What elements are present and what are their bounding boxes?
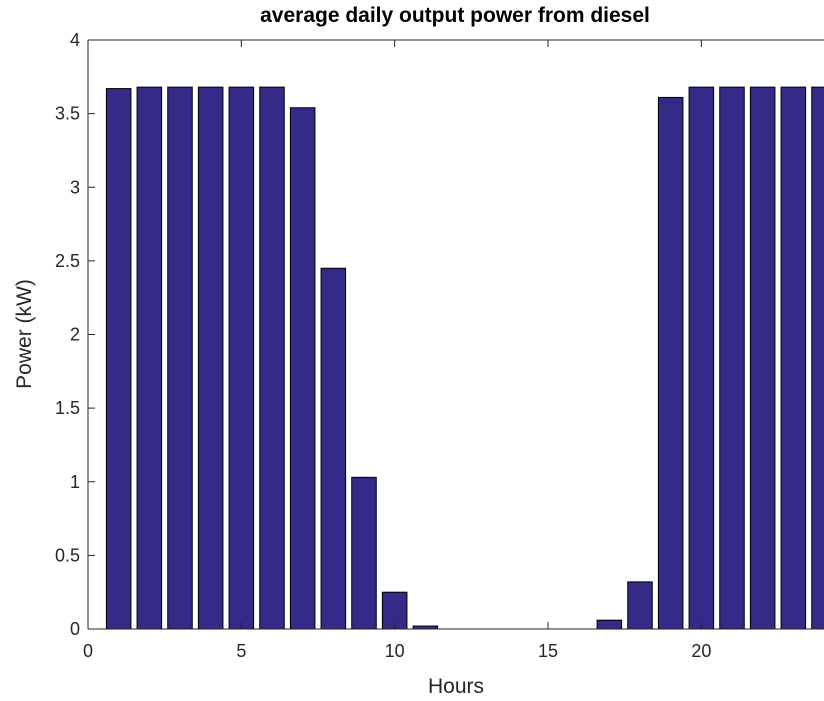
chart-title: average daily output power from diesel — [260, 4, 650, 27]
bar-hour-2 — [136, 86, 163, 630]
bar-hour-7 — [289, 107, 316, 630]
x-tick-label: 20 — [691, 641, 711, 661]
bar-hour-20 — [688, 86, 715, 630]
y-tick-label: 2.5 — [55, 251, 80, 271]
bar-hour-18 — [627, 581, 653, 630]
y-tick-label: 1 — [70, 472, 80, 492]
x-tick-label: 10 — [385, 641, 405, 661]
bar-hour-3 — [167, 86, 193, 630]
x-tick-label: 15 — [538, 641, 558, 661]
bars-group — [105, 86, 824, 630]
bar-hour-22 — [749, 86, 776, 630]
bar-hour-4 — [197, 86, 224, 630]
y-tick-label: 0.5 — [55, 545, 80, 565]
x-tick-label: 0 — [83, 641, 93, 661]
x-ticks-group: 0 5 10 15 20 — [83, 40, 711, 661]
y-ticks-group: 0 0.5 1 1.5 2 2.5 3 3.5 4 — [55, 30, 95, 639]
y-tick-label: 4 — [70, 30, 80, 50]
y-tick-label: 3.5 — [55, 104, 80, 124]
y-tick-label: 0 — [70, 619, 80, 639]
y-tick-label: 1.5 — [55, 398, 80, 418]
y-tick-label: 3 — [70, 177, 80, 197]
x-axis-label: Hours — [428, 675, 484, 698]
y-axis-label: Power (kW) — [13, 279, 36, 389]
bar-hour-24 — [811, 86, 824, 630]
bar-hour-1 — [105, 88, 132, 630]
bar-hour-17 — [596, 619, 623, 630]
bar-hour-6 — [259, 86, 285, 630]
y-tick-label: 2 — [70, 325, 80, 345]
bar-hour-9 — [351, 476, 377, 630]
bar-hour-5 — [228, 86, 255, 630]
x-tick-label: 5 — [236, 641, 246, 661]
bar-hour-21 — [719, 86, 745, 630]
bar-hour-23 — [780, 86, 807, 630]
bar-hour-19 — [657, 96, 684, 630]
bar-hour-8 — [320, 267, 347, 630]
